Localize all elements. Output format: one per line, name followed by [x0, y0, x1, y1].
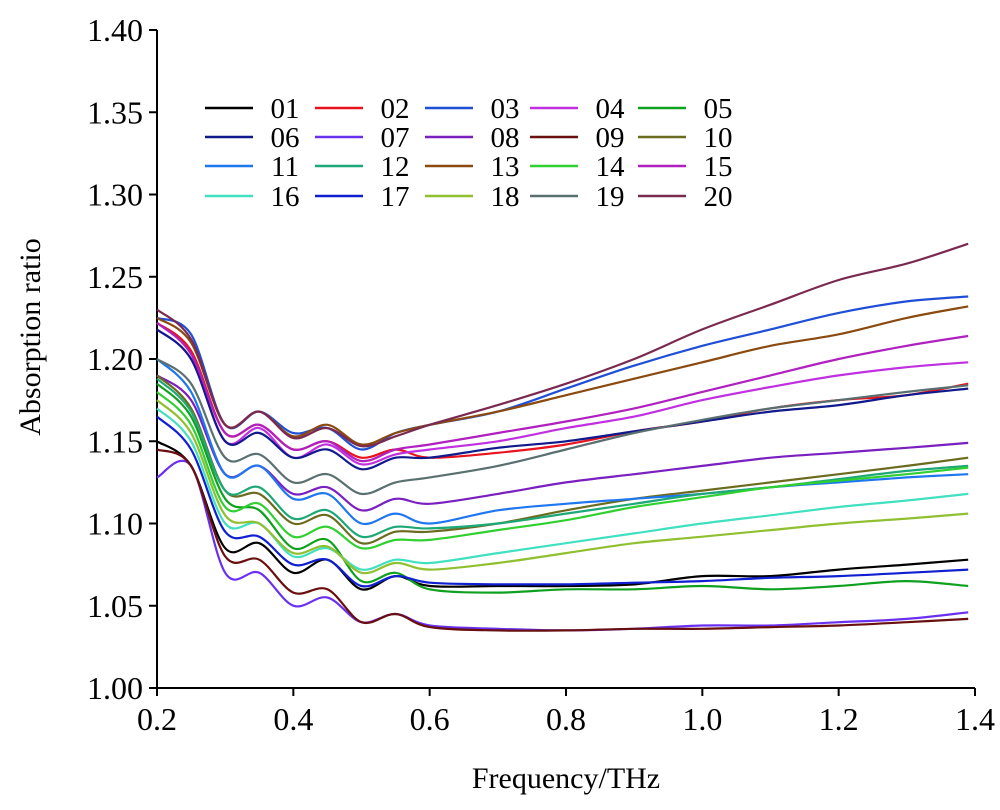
x-tick-label: 0.2 — [137, 701, 177, 737]
series-line-01 — [156, 440, 969, 591]
axes: 1.00 1.05 1.10 1.15 1.20 1.25 1.30 1.35 1.40 0.2 0… — [87, 12, 995, 737]
y-tick-label: 1.10 — [87, 506, 143, 542]
legend-label-06: 06 — [271, 122, 300, 154]
y-tick-label: 1.15 — [87, 423, 143, 459]
y-tick-label: 1.35 — [87, 94, 143, 130]
y-tick-label: 1.40 — [87, 12, 143, 48]
legend-label-16: 16 — [271, 181, 300, 213]
legend-label-12: 12 — [381, 151, 410, 183]
legend-label-11: 11 — [271, 151, 299, 183]
series-line-09 — [156, 448, 969, 632]
series-line-20 — [156, 242, 969, 448]
series-line-16 — [156, 407, 969, 571]
legend-label-20: 20 — [704, 181, 733, 213]
y-tick-label: 1.20 — [87, 341, 143, 377]
legend-label-04: 04 — [596, 93, 626, 125]
x-tick-label: 1.0 — [682, 701, 722, 737]
x-tick-label: 0.8 — [546, 701, 586, 737]
legend-label-02: 02 — [381, 93, 410, 125]
legend-label-03: 03 — [491, 93, 520, 125]
legend-label-19: 19 — [596, 181, 625, 213]
legend-label-08: 08 — [491, 122, 520, 154]
series-line-05 — [156, 382, 969, 594]
legend: 01 02 03 04 05 06 07 08 09 10 11 12 13 14 15 16 17 18 19 20 — [205, 93, 733, 213]
legend-label-01: 01 — [271, 93, 300, 125]
x-tick-label: 0.6 — [410, 701, 450, 737]
series-line-19 — [156, 358, 969, 496]
series-line-18 — [156, 399, 969, 575]
series-line-04 — [156, 328, 969, 466]
legend-label-18: 18 — [491, 181, 520, 213]
series-line-07 — [156, 459, 969, 632]
series-line-17 — [156, 415, 969, 588]
legend-label-17: 17 — [381, 181, 410, 213]
legend-label-05: 05 — [704, 93, 733, 125]
series-line-06 — [156, 328, 969, 471]
legend-label-09: 09 — [596, 122, 625, 154]
y-tick-label: 1.00 — [87, 670, 143, 706]
legend-label-13: 13 — [491, 151, 520, 183]
x-tick-label: 1.2 — [819, 701, 859, 737]
legend-label-14: 14 — [596, 151, 626, 183]
series-line-14 — [156, 391, 969, 550]
x-tick-label: 0.4 — [273, 701, 313, 737]
series-lines — [156, 242, 969, 632]
y-tick-label: 1.05 — [87, 588, 143, 624]
y-tick-label: 1.25 — [87, 259, 143, 295]
y-tick-label: 1.30 — [87, 177, 143, 213]
series-line-15 — [156, 321, 969, 463]
series-line-10 — [156, 374, 969, 545]
x-axis-title: Frequency/THz — [472, 762, 660, 795]
x-tick-label: 1.4 — [955, 701, 995, 737]
legend-label-15: 15 — [704, 151, 733, 183]
legend-label-07: 07 — [381, 122, 410, 154]
y-axis-title: Absorption ratio — [14, 238, 47, 435]
legend-label-10: 10 — [704, 122, 733, 154]
